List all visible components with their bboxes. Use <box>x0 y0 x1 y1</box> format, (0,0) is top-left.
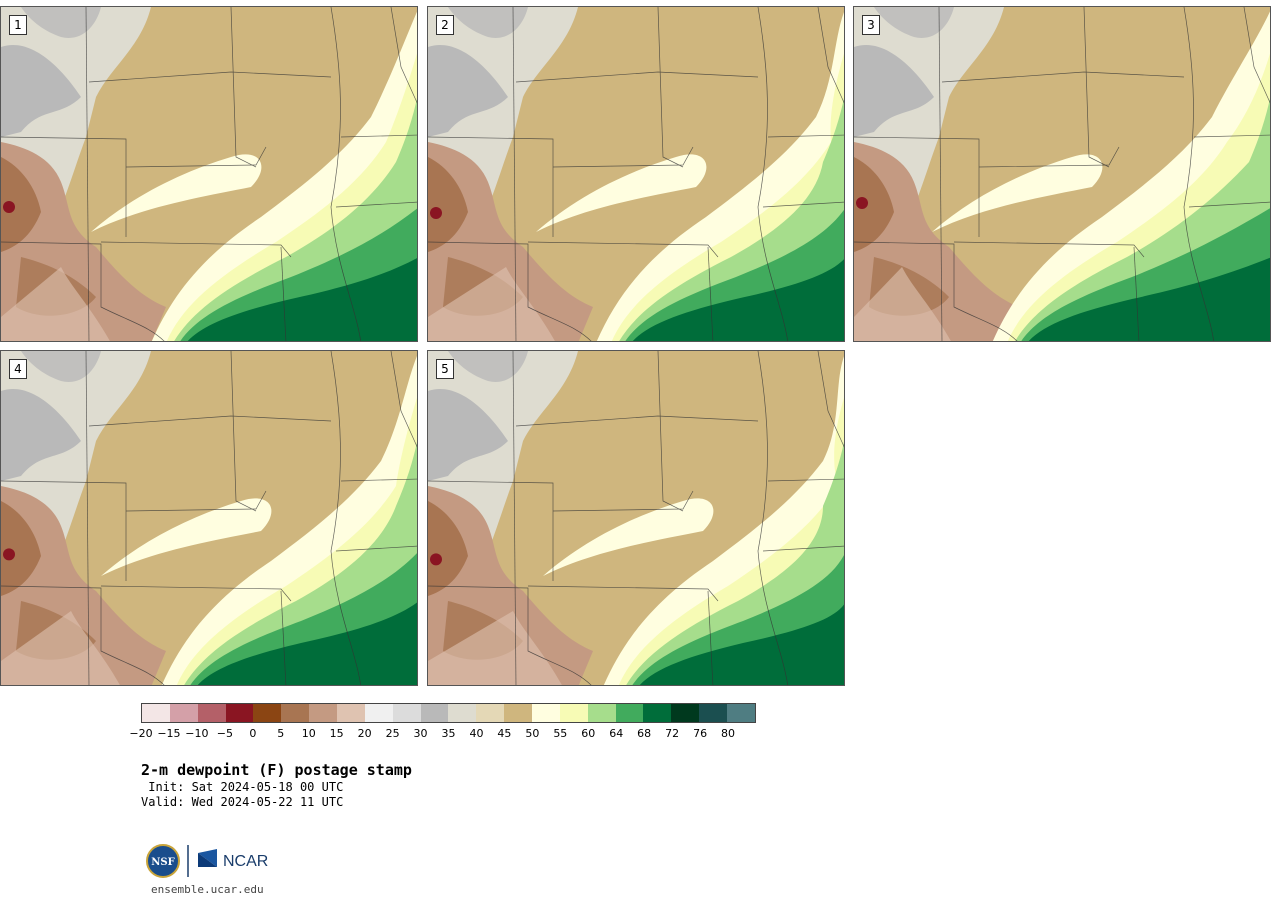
ensemble-member-map-4: 4 <box>0 350 418 686</box>
colorbar-swatch <box>532 704 560 722</box>
colorbar-swatch <box>615 704 644 722</box>
colorbar-tick-label: 10 <box>301 727 316 740</box>
ensemble-member-map-1: 1 <box>0 6 418 342</box>
colorbar-swatch <box>559 704 588 722</box>
colorbar-swatch <box>281 704 310 722</box>
colorbar-tick-label: 35 <box>441 727 456 740</box>
colorbar-tick-label: 45 <box>497 727 512 740</box>
colorbar-swatch <box>169 704 198 722</box>
colorbar-tick-label: 0 <box>249 727 257 740</box>
colorbar-swatch <box>364 704 393 722</box>
colorbar-tick-label: 76 <box>693 727 708 740</box>
colorbar-swatch <box>309 704 338 722</box>
ensemble-member-map-2: 2 <box>427 6 845 342</box>
colorbar-tick-label: 60 <box>581 727 596 740</box>
ensemble-member-map-3: 3 <box>853 6 1271 342</box>
colorbar-swatch <box>142 704 170 722</box>
plot-title: 2-m dewpoint (F) postage stamp <box>141 761 412 779</box>
colorbar-tick-label: −10 <box>185 727 209 740</box>
dewpoint-colorbar <box>141 703 756 723</box>
nsf-ncar-logo: NSF NCAR <box>146 844 268 878</box>
colorbar-tick-label: 68 <box>637 727 652 740</box>
colorbar-tick-label: 20 <box>357 727 372 740</box>
colorbar-swatch <box>197 704 226 722</box>
colorbar-tick-label: 30 <box>413 727 428 740</box>
ncar-mark-icon <box>198 849 217 867</box>
member-label: 2 <box>436 15 454 35</box>
colorbar-swatch <box>225 704 254 722</box>
colorbar-tick-label: 5 <box>277 727 285 740</box>
colorbar-swatch <box>420 704 449 722</box>
member-label: 4 <box>9 359 27 379</box>
colorbar-tick-label: 40 <box>469 727 484 740</box>
colorbar-tick-label: 55 <box>553 727 568 740</box>
colorbar-swatch <box>392 704 421 722</box>
valid-time: Valid: Wed 2024-05-22 11 UTC <box>141 795 344 809</box>
colorbar-tick-label: −5 <box>216 727 233 740</box>
nsf-logo-text: NSF <box>151 857 174 868</box>
colorbar-tick-label: 25 <box>385 727 400 740</box>
colorbar-tick-label: 72 <box>665 727 680 740</box>
colorbar-swatch <box>699 704 728 722</box>
colorbar-tick-label: −20 <box>129 727 153 740</box>
site-url: ensemble.ucar.edu <box>151 883 264 896</box>
colorbar-tick-label: 80 <box>721 727 736 740</box>
colorbar-swatch <box>448 704 477 722</box>
ncar-logo-text: NCAR <box>223 853 268 870</box>
colorbar-tick-label: −15 <box>157 727 181 740</box>
colorbar-swatch <box>253 704 282 722</box>
colorbar-swatch <box>727 704 755 722</box>
colorbar-tick-labels: −20 −15 −10 −5 0 5 10 15 20 25 30 35 40 45 50 55 60 64 68 7… <box>129 727 756 741</box>
colorbar-swatch <box>337 704 365 722</box>
colorbar-tick-label: 64 <box>609 727 624 740</box>
nsf-seal-icon <box>146 844 180 878</box>
colorbar-tick-label: 50 <box>525 727 540 740</box>
member-label: 3 <box>862 15 880 35</box>
colorbar-swatch <box>643 704 672 722</box>
colorbar-tick-label: 15 <box>329 727 344 740</box>
colorbar-swatch <box>671 704 700 722</box>
init-time: Init: Sat 2024-05-18 00 UTC <box>141 780 344 794</box>
ensemble-member-map-5: 5 <box>427 350 845 686</box>
colorbar-swatch <box>587 704 616 722</box>
member-label: 1 <box>9 15 27 35</box>
colorbar-swatch <box>504 704 533 722</box>
colorbar-swatch <box>476 704 505 722</box>
member-label: 5 <box>436 359 454 379</box>
